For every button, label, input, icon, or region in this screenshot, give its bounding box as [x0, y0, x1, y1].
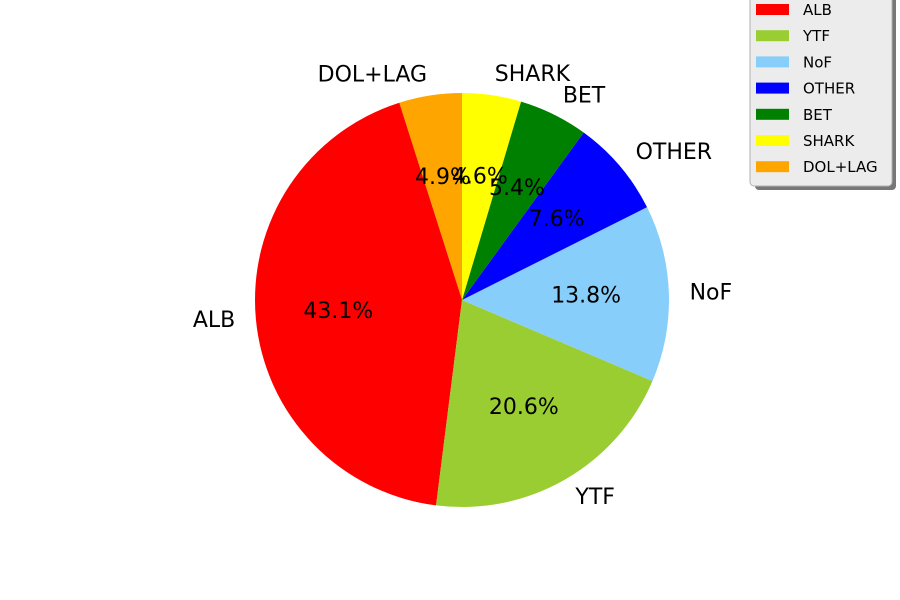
legend-label-shark: SHARK	[803, 132, 855, 150]
pie-label-shark: SHARK	[495, 62, 571, 87]
legend-label-ytf: YTF	[802, 27, 830, 45]
pie-slice-shark	[462, 93, 521, 300]
pie-label-bet: BET	[563, 83, 606, 108]
pie-percent-shark: 4.6%	[452, 165, 508, 190]
legend-swatch-alb	[756, 4, 789, 15]
pie-slice-ytf	[436, 300, 653, 507]
pie-percent-nof: 13.8%	[551, 284, 621, 309]
legend-label-nof: NoF	[803, 53, 832, 71]
legend-label-dol-lag: DOL+LAG	[803, 158, 878, 176]
pie-percent-bet: 5.4%	[489, 176, 545, 201]
pie-percent-ytf: 20.6%	[489, 395, 559, 420]
legend-swatch-shark	[756, 135, 789, 146]
pie-slice-alb	[254, 102, 462, 506]
pie-label-dol-lag: DOL+LAG	[318, 62, 427, 87]
pie-percent-alb: 43.1%	[303, 299, 373, 324]
pie-slice-dol-lag	[399, 93, 462, 300]
pie-label-alb: ALB	[193, 308, 235, 333]
legend-swatch-dol-lag	[756, 161, 789, 173]
pie-percent-labels: 4.9% 43.1% 20.6% 13.8% 7.6% 5.4%4.6%	[303, 165, 621, 421]
pie-slice-bet	[462, 101, 584, 300]
legend-items: ALB YTF NoF OTHER BET SHARK DOL+LAG	[756, 1, 878, 176]
pie-slice-other	[462, 132, 648, 300]
legend-swatch-ytf	[756, 30, 789, 42]
legend-label-bet: BET	[803, 106, 833, 124]
pie-label-ytf: YTF	[574, 485, 615, 510]
pie-slices	[254, 93, 669, 507]
legend-label-other: OTHER	[803, 80, 855, 98]
legend-swatch-bet	[756, 108, 789, 120]
pie-label-other: OTHER	[636, 140, 712, 165]
legend-swatch-nof	[756, 56, 789, 68]
pie-percent-other: 7.6%	[529, 207, 585, 232]
legend-label-alb: ALB	[803, 1, 832, 19]
pie-slice-nof	[462, 207, 669, 382]
pie-label-nof: NoF	[690, 280, 733, 305]
pie-percent-dol-lag: 4.9%	[415, 165, 471, 190]
legend-swatch-other	[756, 82, 789, 94]
legend: ALB YTF NoF OTHER BET SHARK DOL+LAG	[749, 0, 896, 190]
